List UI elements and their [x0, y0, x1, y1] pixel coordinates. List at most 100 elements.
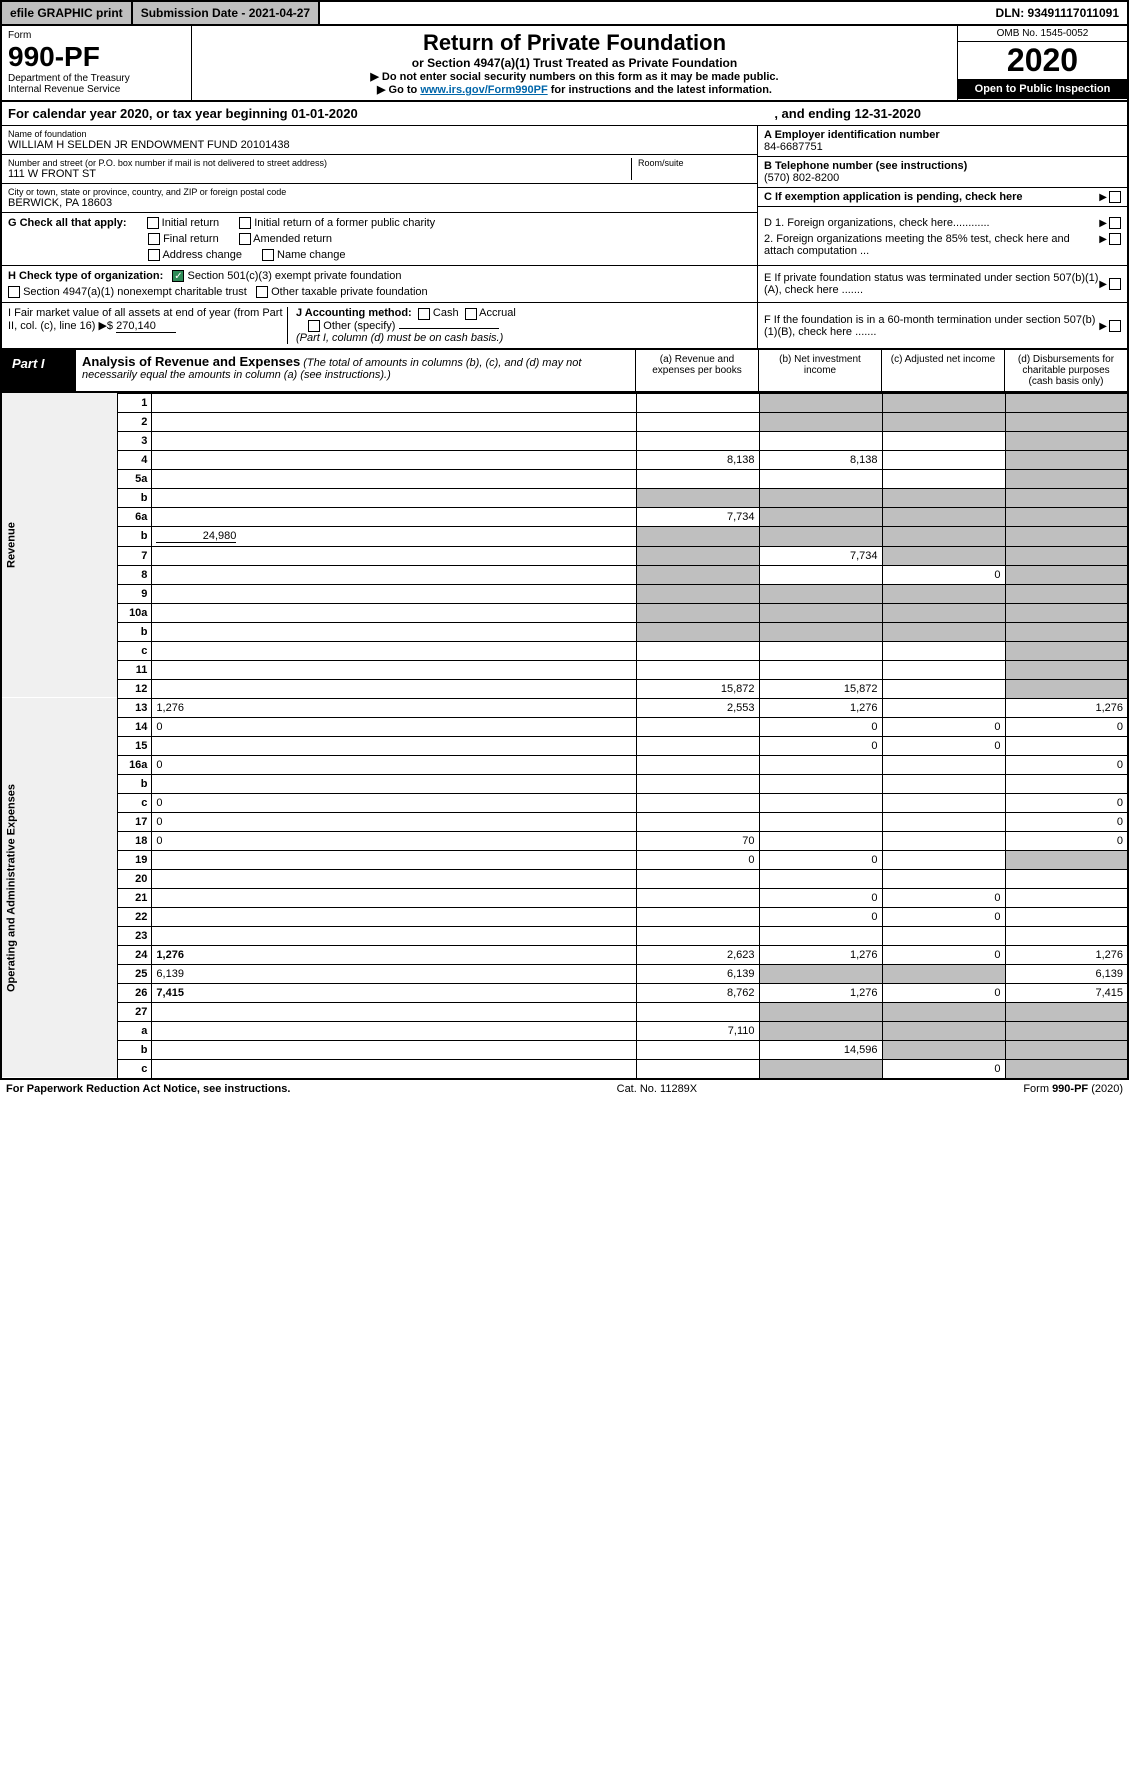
cell-c: [882, 507, 1005, 526]
cell-d: [1005, 869, 1128, 888]
note-post: for instructions and the latest informat…: [548, 84, 772, 96]
row-desc: [152, 869, 636, 888]
table-row: 241,2762,6231,27601,276: [1, 945, 1128, 964]
table-row: 2100: [1, 888, 1128, 907]
row-desc: [152, 1040, 636, 1059]
table-row: 1215,87215,872: [1, 679, 1128, 698]
c-checkbox[interactable]: [1109, 191, 1121, 203]
cell-a: 15,872: [636, 679, 759, 698]
cell-b: 1,276: [759, 983, 882, 1002]
chk-name[interactable]: [262, 249, 274, 261]
footer-right: Form 990-PF (2020): [1023, 1083, 1123, 1095]
irs-link[interactable]: www.irs.gov/Form990PF: [420, 84, 547, 96]
cell-b: 0: [759, 888, 882, 907]
d1-checkbox[interactable]: [1109, 217, 1121, 229]
chk-amended[interactable]: [239, 233, 251, 245]
table-row: 140000: [1, 717, 1128, 736]
table-row: 1900: [1, 850, 1128, 869]
e-checkbox[interactable]: [1109, 278, 1121, 290]
efile-print-button[interactable]: efile GRAPHIC print: [2, 2, 133, 24]
chk-cash[interactable]: [418, 308, 430, 320]
cell-b: 0: [759, 907, 882, 926]
cell-b: [759, 393, 882, 412]
cell-a: [636, 774, 759, 793]
phone: (570) 802-8200: [764, 172, 1121, 184]
note-pre: ▶ Go to: [377, 84, 420, 96]
cell-b: 1,276: [759, 698, 882, 717]
cell-c: 0: [882, 907, 1005, 926]
row-num: b: [118, 622, 152, 641]
chk-4947[interactable]: [8, 286, 20, 298]
cell-c: [882, 1040, 1005, 1059]
cell-a: 2,623: [636, 945, 759, 964]
arrow-icon: [1099, 217, 1109, 229]
cell-b: [759, 831, 882, 850]
cell-a: [636, 393, 759, 412]
row-desc: [152, 450, 636, 469]
f-checkbox[interactable]: [1109, 320, 1121, 332]
row-desc: [152, 469, 636, 488]
cell-d: [1005, 907, 1128, 926]
cell-c: 0: [882, 736, 1005, 755]
d2-label: 2. Foreign organizations meeting the 85%…: [764, 233, 1099, 257]
row-num: 22: [118, 907, 152, 926]
table-row: 2: [1, 412, 1128, 431]
h-opt-1: Section 501(c)(3) exempt private foundat…: [187, 270, 401, 282]
cell-d: [1005, 774, 1128, 793]
arrow-icon: [1099, 191, 1109, 203]
section-label: Revenue: [1, 393, 118, 698]
cell-d: [1005, 660, 1128, 679]
row-desc: [152, 507, 636, 526]
table-row: 16a00: [1, 755, 1128, 774]
cell-a: [636, 584, 759, 603]
table-row: 80: [1, 565, 1128, 584]
cell-c: [882, 412, 1005, 431]
cell-a: [636, 469, 759, 488]
cell-a: 8,762: [636, 983, 759, 1002]
cell-a: 8,138: [636, 450, 759, 469]
row-num: 20: [118, 869, 152, 888]
cell-d: [1005, 736, 1128, 755]
j-label: J Accounting method:: [296, 307, 412, 319]
cell-c: 0: [882, 888, 1005, 907]
cell-c: [882, 660, 1005, 679]
chk-initial[interactable]: [147, 217, 159, 229]
chk-address[interactable]: [148, 249, 160, 261]
chk-other[interactable]: [308, 320, 320, 332]
chk-initial-former[interactable]: [239, 217, 251, 229]
cell-a: 0: [636, 850, 759, 869]
c-label: C If exemption application is pending, c…: [764, 191, 1099, 203]
cell-c: [882, 526, 1005, 546]
chk-501c3[interactable]: [172, 270, 184, 282]
cell-d: [1005, 850, 1128, 869]
chk-accrual[interactable]: [465, 308, 477, 320]
cell-c: [882, 393, 1005, 412]
part1-title: Analysis of Revenue and Expenses: [82, 354, 300, 369]
cell-d: [1005, 526, 1128, 546]
d2-checkbox[interactable]: [1109, 233, 1121, 245]
chk-other-tax[interactable]: [256, 286, 268, 298]
cell-d: [1005, 565, 1128, 584]
table-row: 27: [1, 1002, 1128, 1021]
row-num: 25: [118, 964, 152, 983]
table-row: c00: [1, 793, 1128, 812]
row-desc: [152, 431, 636, 450]
row-num: 26: [118, 983, 152, 1002]
tax-year: 2020: [958, 42, 1127, 79]
col-b-header: (b) Net investment income: [758, 350, 881, 391]
cell-c: [882, 698, 1005, 717]
cell-c: [882, 831, 1005, 850]
cell-a: [636, 546, 759, 565]
addr-label: Number and street (or P.O. box number if…: [8, 158, 631, 168]
row-desc: [152, 660, 636, 679]
table-row: 22 00: [1, 907, 1128, 926]
cell-c: [882, 774, 1005, 793]
cell-b: [759, 774, 882, 793]
cell-a: [636, 755, 759, 774]
row-desc: 0: [152, 831, 636, 850]
cell-b: [759, 755, 882, 774]
cell-b: 15,872: [759, 679, 882, 698]
row-num: b: [118, 774, 152, 793]
ein: 84-6687751: [764, 141, 1121, 153]
chk-final[interactable]: [148, 233, 160, 245]
